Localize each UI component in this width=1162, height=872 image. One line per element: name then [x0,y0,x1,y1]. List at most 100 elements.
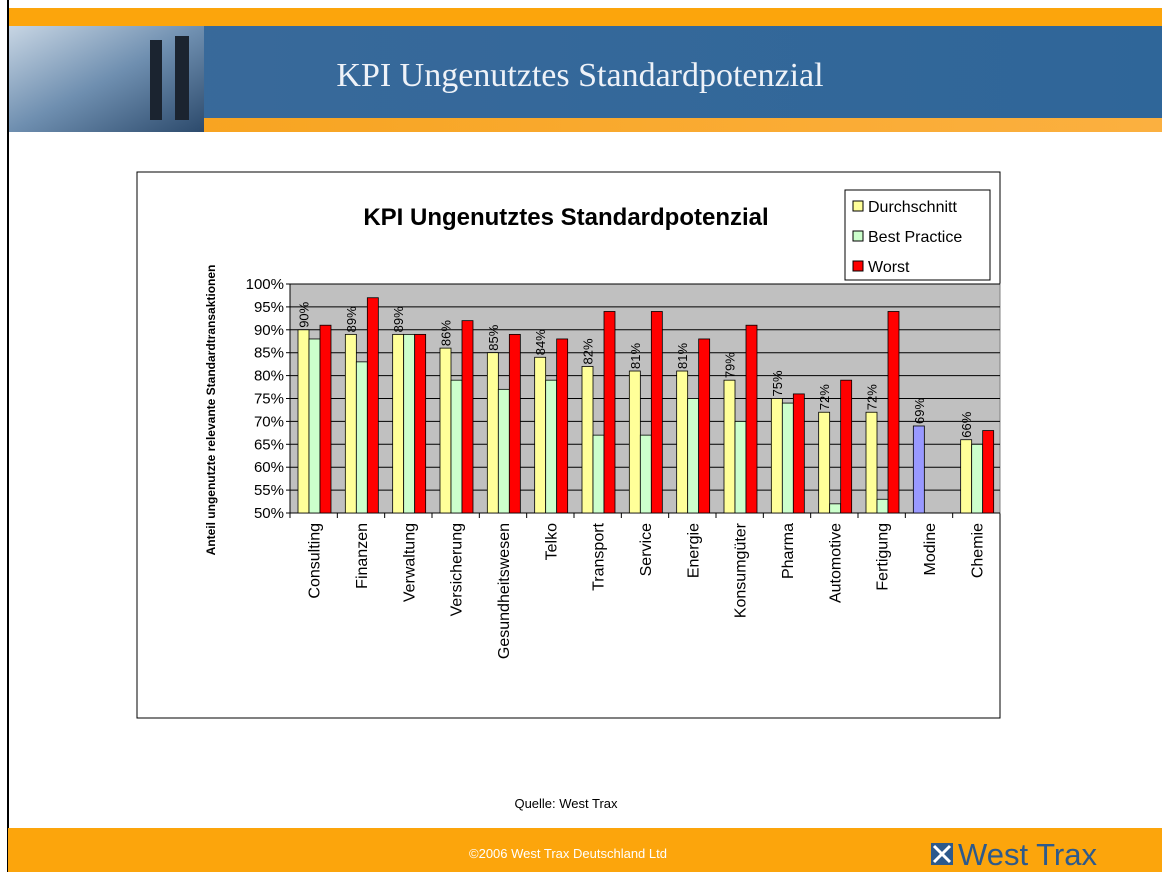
y-tick-label: 85% [254,345,284,362]
bar [309,339,320,513]
bar [509,334,520,513]
bar [677,371,688,513]
x-tick-label: Consulting [307,523,324,599]
bar [557,339,568,513]
legend-swatch [853,231,863,241]
bar [688,399,699,514]
bar [535,357,546,513]
value-label: 86% [439,320,454,346]
y-tick-label: 80% [254,368,284,385]
photo-figure [150,40,162,120]
bar [651,311,662,513]
y-tick-label: 95% [254,299,284,316]
bar [487,353,498,513]
y-tick-label: 50% [254,505,284,522]
photo-figure [175,36,189,120]
value-label: 81% [675,343,690,369]
bar [546,380,557,513]
x-tick-label: Modine [922,523,939,576]
bar [888,311,899,513]
bar [604,311,615,513]
bar [393,334,404,513]
value-label: 75% [770,370,785,396]
x-tick-label: Telko [543,523,560,560]
logo-text: West Trax [958,837,1097,872]
value-label: 81% [628,343,643,369]
bar [819,412,830,513]
value-label: 69% [912,398,927,424]
y-tick-label: 75% [254,391,284,408]
bar [345,334,356,513]
value-label: 85% [486,324,501,350]
legend-label: Durchschnitt [868,199,957,216]
bar [793,394,804,513]
bar [356,362,367,513]
value-label: 89% [391,306,406,332]
bar [830,504,841,513]
x-tick-label: Pharma [780,523,797,579]
x-tick-label: Energie [685,523,702,578]
bar [582,366,593,513]
bar [415,334,426,513]
bar [593,435,604,513]
source: Quelle: West Trax [514,796,618,811]
value-label: 72% [865,384,880,410]
bar [629,371,640,513]
copyright: ©2006 West Trax Deutschland Ltd [469,846,667,861]
x-tick-label: Fertigung [875,523,892,591]
bar [771,399,782,514]
legend-swatch [853,201,863,211]
bar [367,298,378,513]
x-tick-label: Automotive [827,523,844,603]
y-tick-label: 55% [254,482,284,499]
x-tick-label: Versicherung [449,523,466,616]
x-tick-label: Finanzen [354,523,371,589]
y-tick-label: 65% [254,436,284,453]
page: KPI Ungenutztes Standardpotenzial KPI Un… [0,0,1162,872]
x-tick-label: Verwaltung [401,523,418,602]
y-axis-label: Anteil ungenutzte relevante Standardtran… [204,265,218,556]
bar [841,380,852,513]
bar [724,380,735,513]
bar [462,321,473,513]
y-tick-label: 100% [246,276,284,293]
top-bar [8,8,1162,26]
value-label: 72% [817,384,832,410]
slide: KPI Ungenutztes Standardpotenzial KPI Un… [0,0,1162,872]
x-tick-label: Chemie [969,523,986,578]
bar [640,435,651,513]
chart-title: KPI Ungenutztes Standardpotenzial [363,204,768,231]
bar [699,339,710,513]
slide-title: KPI Ungenutztes Standardpotenzial [336,57,823,94]
bar [913,426,924,513]
bar [498,389,509,513]
bar [983,431,994,513]
bar [298,330,309,513]
bar [735,421,746,513]
bar [866,412,877,513]
bar [782,403,793,513]
legend-swatch [853,261,863,271]
bar [320,325,331,513]
bar [877,499,888,513]
value-label: 89% [344,306,359,332]
bar [972,444,983,513]
x-tick-label: Transport [591,522,608,590]
bar [404,334,415,513]
legend-label: Worst [868,259,910,276]
x-tick-label: Service [638,523,655,576]
y-tick-label: 70% [254,413,284,430]
header-photo [8,26,204,132]
value-label: 90% [297,301,312,327]
bar [961,440,972,513]
bar [451,380,462,513]
bar [746,325,757,513]
x-tick-label: Gesundheitswesen [496,523,513,659]
y-tick-label: 60% [254,459,284,476]
value-label: 84% [533,329,548,355]
value-label: 66% [959,411,974,437]
legend-label: Best Practice [868,229,962,246]
value-label: 79% [723,352,738,378]
value-label: 82% [581,338,596,364]
bar [440,348,451,513]
